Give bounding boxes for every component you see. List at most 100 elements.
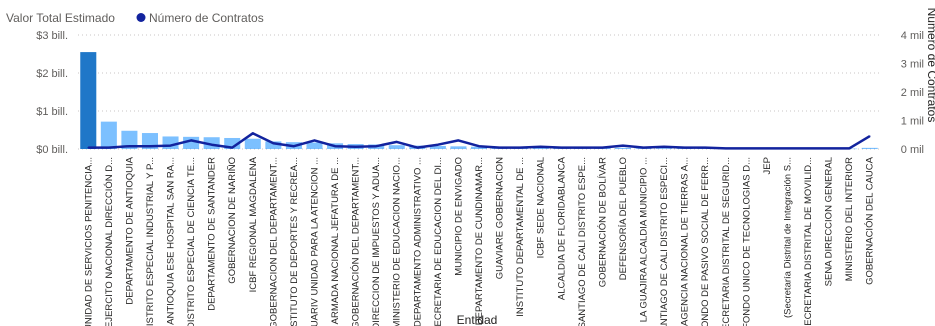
category-label: GOBERNACIÓN DE BOLÍVAR xyxy=(597,157,608,287)
right-axis-ticks: 4 mil 3 mil 2 mil 1 mil 0 mil xyxy=(901,30,924,156)
right-axis-tick-label: 2 mil xyxy=(901,87,924,99)
category-label: GOBERNACION DEL DEPARTAMENT... xyxy=(268,157,279,326)
category-label: FONDO UNICO DE TECNOLOGIAS D... xyxy=(741,157,752,326)
category-label: INSTITUTO DE DEPORTES Y RECREA... xyxy=(289,157,300,326)
right-axis-tick-label: 3 mil xyxy=(901,59,924,71)
line-point-20 xyxy=(498,146,501,149)
category-label: DEPARTAMENTO DE CUNDINAMAR... xyxy=(474,157,485,325)
left-axis-tick-label: $1 bill. xyxy=(36,106,68,118)
category-label: JEP xyxy=(762,157,773,174)
line-point-24 xyxy=(581,146,583,149)
line-point-3 xyxy=(149,145,151,147)
line-point-25 xyxy=(601,146,604,149)
line-point-18 xyxy=(457,139,460,142)
bar-0 xyxy=(80,52,97,149)
bar-2 xyxy=(121,130,138,149)
line-point-36 xyxy=(827,147,830,150)
line-point-16 xyxy=(416,146,419,149)
category-label: (SECRETARIA DISTRITAL DE MOVILID... xyxy=(803,157,814,326)
line-point-14 xyxy=(375,145,377,147)
line-point-4 xyxy=(169,144,172,147)
line-point-31 xyxy=(724,147,727,150)
category-label: UARIV UNIDAD PARA LA ATENCION ... xyxy=(309,157,320,326)
category-label: MUNICIPIO DE ENVIGADO xyxy=(453,157,464,276)
bar-19 xyxy=(470,146,488,149)
right-axis-tick-label: 4 mil xyxy=(901,30,924,42)
line-point-1 xyxy=(108,146,110,149)
category-label: SANTIAGO DE CALI DISTRITO ESPE... xyxy=(577,157,588,326)
legend-marker-line-series xyxy=(136,13,146,22)
category-label: ARMADA NACIONAL JEFATURA DE ... xyxy=(330,157,341,324)
left-axis-tick-label: $2 bill. xyxy=(36,68,68,80)
line-point-19 xyxy=(478,145,480,147)
category-label: DIRECCION DE IMPUESTOS Y ADUA... xyxy=(371,157,382,326)
line-point-32 xyxy=(745,147,748,150)
category-label: ANTIOQUIA ESE HOSPITAL SAN RA... xyxy=(166,157,177,325)
bar-38 xyxy=(861,147,878,149)
right-axis-tick-label: 1 mil xyxy=(901,116,924,128)
line-point-5 xyxy=(190,139,192,142)
line-point-26 xyxy=(622,144,624,147)
right-axis-tick-label: 0 mil xyxy=(901,144,924,156)
legend-label-bar-series: Valor Total Estimado xyxy=(6,11,115,25)
category-label: DEPARTAMENTO DE SANTANDER xyxy=(207,157,218,311)
category-label: (Secretaría Distrital de Integración S..… xyxy=(782,157,793,318)
line-point-6 xyxy=(210,143,213,146)
category-label: AGENCIA NACIONAL DE TIERRAS A... xyxy=(680,157,691,326)
category-label: DISTRITO ESPECIAL INDUSTRIAL Y P... xyxy=(145,157,156,326)
category-label: GUAVIARE GOBERNACION xyxy=(495,157,506,279)
category-label: DEFENSORÍA DEL PUEBLO xyxy=(618,157,629,280)
line-point-29 xyxy=(683,146,686,149)
category-label: SECRETARIA DE EDUCACION DEL DI... xyxy=(433,157,444,326)
left-axis-ticks: $3 bill. $2 bill. $1 bill. $0 bill. xyxy=(36,30,68,156)
bar-8 xyxy=(244,138,261,149)
category-label: INSTITUTO DEPARTAMENTAL DE ... xyxy=(515,157,526,317)
category-label: MINISTERIO DEL INTERIOR xyxy=(844,157,855,281)
category-label: SENA DIRECCION GENERAL xyxy=(824,157,835,286)
category-label: FONDO DE PASIVO SOCIAL DE FERR... xyxy=(700,157,711,326)
line-point-21 xyxy=(519,146,521,149)
category-label: ICBF REGIONAL MAGDALENA xyxy=(248,156,259,292)
line-point-34 xyxy=(786,147,789,150)
legend-label-line-series: Número de Contratos xyxy=(149,11,264,25)
bar-9 xyxy=(265,141,282,149)
line-point-37 xyxy=(848,147,850,150)
line-point-15 xyxy=(395,141,398,143)
category-labels: UNIDAD DE SERVICIOS PENITENCIA... EJERCIT… xyxy=(83,156,875,326)
bar-5 xyxy=(183,136,200,149)
chart-legend: Valor Total Estimado Número de Contratos xyxy=(6,11,264,25)
line-point-23 xyxy=(560,146,563,149)
line-point-28 xyxy=(663,145,665,148)
category-label: ICBF SEDE NACIONAL xyxy=(536,157,547,258)
line-point-2 xyxy=(128,145,131,147)
bar-4 xyxy=(162,136,179,149)
category-label: UNIDAD DE SERVICIOS PENITENCIA... xyxy=(83,157,94,326)
line-point-33 xyxy=(766,147,768,150)
bar-7 xyxy=(224,137,241,149)
line-point-10 xyxy=(293,145,295,147)
line-point-0 xyxy=(87,146,90,149)
bar-26 xyxy=(614,147,631,149)
x-axis-title: Entidad xyxy=(457,313,498,326)
line-point-12 xyxy=(334,145,336,147)
line-point-30 xyxy=(704,146,707,149)
bar-17 xyxy=(429,145,446,149)
category-label: SECRETARIA DISTRITAL DE SEGURID... xyxy=(721,157,732,326)
bar-6 xyxy=(203,137,220,149)
category-label: MINISTERIO DE EDUCACION NACIO... xyxy=(392,157,403,326)
category-label: ALCALDIA DE FLORIDABLANCA xyxy=(556,156,567,300)
right-axis-title: Número de Contratos xyxy=(925,8,935,123)
bar-1 xyxy=(100,121,117,149)
line-point-22 xyxy=(539,145,542,148)
category-label: DEPARTAMENTO ADMINISTRATIVO ... xyxy=(412,157,423,326)
bar-22 xyxy=(532,147,549,149)
line-point-8 xyxy=(251,132,254,135)
bar-11 xyxy=(306,142,323,149)
line-point-35 xyxy=(807,147,809,150)
bar-series xyxy=(80,52,878,150)
left-axis-tick-label: $0 bill. xyxy=(36,144,68,156)
line-point-13 xyxy=(354,145,357,148)
line-point-7 xyxy=(231,146,234,149)
line-point-38 xyxy=(868,135,871,137)
line-series xyxy=(87,132,871,150)
